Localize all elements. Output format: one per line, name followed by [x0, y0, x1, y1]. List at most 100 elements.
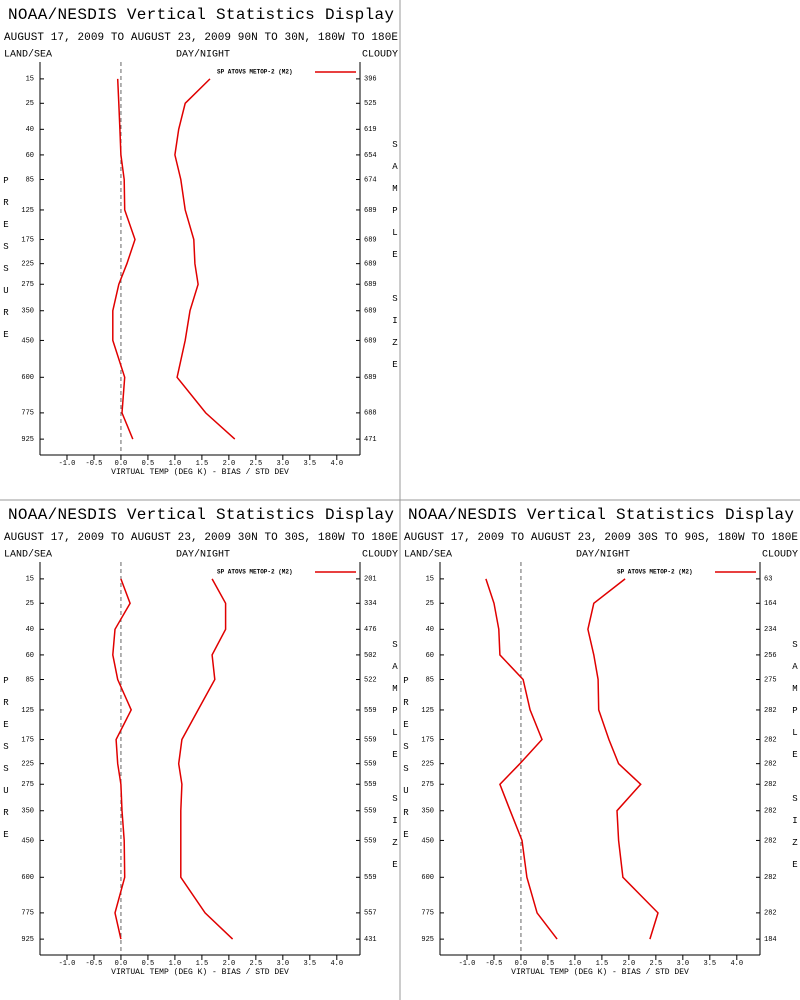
sample-size-label: 201	[364, 576, 377, 584]
y-tick-label: 60	[426, 652, 434, 660]
sample-size-label: 688	[364, 410, 377, 418]
y-tick-label: 125	[421, 707, 434, 715]
sample-size-label: 282	[764, 736, 777, 744]
x-tick-label: -0.5	[86, 960, 103, 968]
legend-label: SP ATOVS METOP-2 (M2)	[217, 69, 293, 76]
y-tick-label: 15	[26, 576, 34, 584]
x-tick-label: 1.5	[596, 960, 609, 968]
x-tick-label: 0.0	[115, 460, 128, 468]
x-tick-label: -1.0	[459, 960, 476, 968]
y-tick-label: 925	[21, 436, 34, 444]
y-tick-label: 225	[21, 760, 34, 768]
sample-size-label: 431	[364, 936, 377, 944]
y-tick-label: 25	[426, 600, 434, 608]
y-tick-label: 275	[21, 281, 34, 289]
std-dev-line	[587, 578, 659, 940]
y-axis-label: PRESSURE	[1, 176, 11, 352]
y-tick-label: 125	[21, 207, 34, 215]
x-axis-label: VIRTUAL TEMP (DEG K) - BIAS / STD DEV	[111, 968, 289, 977]
y-tick-label: 15	[26, 76, 34, 84]
day-night-label: DAY/NIGHT	[576, 549, 630, 561]
y-tick-label: 450	[421, 837, 434, 845]
y-tick-label: 85	[426, 676, 434, 684]
sample-size-label: 559	[364, 808, 377, 816]
y-tick-label: 25	[26, 100, 34, 108]
sample-size-label: 525	[364, 100, 377, 108]
chart-subtitle: AUGUST 17, 2009 TO AUGUST 23, 2009 30N T…	[4, 532, 398, 544]
y-tick-label: 40	[26, 626, 34, 634]
day-night-label: DAY/NIGHT	[176, 49, 230, 61]
sample-size-label: 619	[364, 126, 377, 134]
sample-size-label: 184	[764, 936, 777, 944]
legend-label: SP ATOVS METOP-2 (M2)	[617, 569, 693, 576]
chart-subtitle: AUGUST 17, 2009 TO AUGUST 23, 2009 30S T…	[404, 532, 798, 544]
x-tick-label: 1.5	[196, 960, 209, 968]
sample-size-label: 559	[364, 837, 377, 845]
sample-size-label: 396	[364, 76, 377, 84]
sample-size-label: 282	[764, 760, 777, 768]
x-tick-label: 1.0	[569, 960, 582, 968]
sample-size-label: 282	[764, 781, 777, 789]
day-night-label: DAY/NIGHT	[176, 549, 230, 561]
chart-title: NOAA/NESDIS Vertical Statistics Display	[8, 6, 394, 24]
y-tick-label: 350	[21, 308, 34, 316]
y-tick-label: 600	[21, 874, 34, 882]
y-tick-label: 350	[21, 808, 34, 816]
y2-axis-label: SAMPLE SIZE	[390, 640, 400, 882]
x-tick-label: 1.0	[169, 460, 182, 468]
x-tick-label: 3.5	[304, 460, 317, 468]
x-tick-label: 4.0	[730, 960, 743, 968]
x-tick-label: -0.5	[486, 960, 503, 968]
cloudy-label: CLOUDY	[762, 550, 798, 561]
y-tick-label: 275	[421, 781, 434, 789]
y-axis-label: PRESSURE	[1, 676, 11, 852]
x-tick-label: 0.0	[115, 960, 128, 968]
y-tick-label: 775	[21, 410, 34, 418]
y-tick-label: 275	[21, 781, 34, 789]
chart-title: NOAA/NESDIS Vertical Statistics Display	[408, 506, 794, 524]
x-tick-label: 2.5	[650, 960, 663, 968]
x-tick-label: 2.5	[250, 960, 263, 968]
chart-panel: NOAA/NESDIS Vertical Statistics Display A…	[1, 6, 400, 477]
x-tick-label: 4.0	[330, 460, 343, 468]
y-tick-label: 925	[421, 936, 434, 944]
y-tick-label: 15	[426, 576, 434, 584]
land-sea-label: LAND/SEA	[4, 49, 52, 61]
x-tick-label: 3.5	[304, 960, 317, 968]
sample-size-label: 557	[364, 910, 377, 918]
y2-axis-label: SAMPLE SIZE	[790, 640, 800, 882]
chart-panel: NOAA/NESDIS Vertical Statistics Display A…	[401, 506, 800, 977]
y-tick-label: 450	[21, 337, 34, 345]
y-tick-label: 450	[21, 837, 34, 845]
sample-size-label: 282	[764, 837, 777, 845]
x-tick-label: -0.5	[86, 460, 103, 468]
std-dev-line	[174, 78, 236, 440]
sample-size-label: 559	[364, 707, 377, 715]
y-tick-label: 25	[26, 600, 34, 608]
sample-size-label: 164	[764, 600, 777, 608]
sample-size-label: 689	[364, 260, 377, 268]
x-axis-label: VIRTUAL TEMP (DEG K) - BIAS / STD DEV	[511, 968, 689, 977]
sample-size-label: 476	[364, 626, 377, 634]
sample-size-label: 471	[364, 436, 377, 444]
land-sea-label: LAND/SEA	[4, 549, 52, 561]
sample-size-label: 282	[764, 874, 777, 882]
sample-size-label: 654	[364, 152, 377, 160]
x-tick-label: 3.0	[277, 960, 290, 968]
y-tick-label: 775	[421, 910, 434, 918]
y-tick-label: 125	[21, 707, 34, 715]
y-tick-label: 225	[421, 760, 434, 768]
y-tick-label: 85	[26, 676, 34, 684]
x-tick-label: 2.0	[223, 960, 236, 968]
y-tick-label: 925	[21, 936, 34, 944]
y-tick-label: 60	[26, 652, 34, 660]
x-tick-label: -1.0	[59, 960, 76, 968]
y-axis-label: PRESSURE	[401, 676, 411, 852]
sample-size-label: 234	[764, 626, 777, 634]
x-tick-label: 2.0	[623, 960, 636, 968]
x-tick-label: 4.0	[330, 960, 343, 968]
sample-size-label: 282	[764, 910, 777, 918]
sample-size-label: 522	[364, 676, 377, 684]
y-tick-label: 775	[21, 910, 34, 918]
